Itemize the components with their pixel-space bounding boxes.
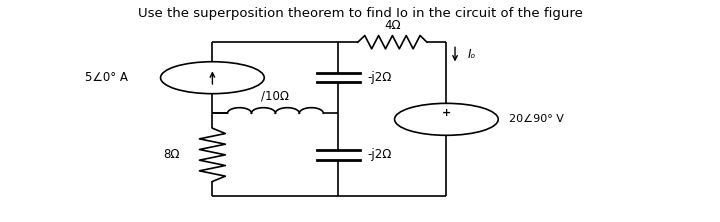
Text: Iₒ: Iₒ — [468, 48, 477, 61]
Text: -j2Ω: -j2Ω — [367, 71, 392, 84]
Text: 4Ω: 4Ω — [384, 19, 401, 32]
Text: Use the superposition theorem to find Io in the circuit of the figure: Use the superposition theorem to find Io… — [138, 7, 582, 20]
Text: 20∠90° V: 20∠90° V — [509, 114, 564, 124]
Text: 5∠0° A: 5∠0° A — [85, 71, 128, 84]
Text: -j2Ω: -j2Ω — [367, 148, 392, 161]
Text: 8Ω: 8Ω — [163, 148, 180, 161]
Text: /10Ω: /10Ω — [261, 89, 289, 102]
Text: +: + — [442, 108, 451, 118]
